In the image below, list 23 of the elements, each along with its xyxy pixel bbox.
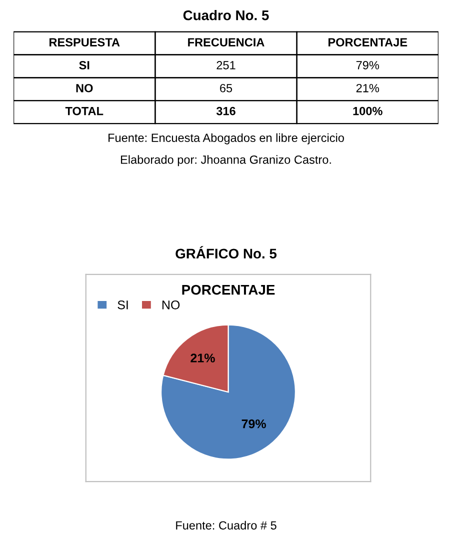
text: 100% (353, 106, 382, 116)
text: 251 (216, 61, 236, 70)
legend-label: NO (162, 300, 180, 310)
legend-label: SI (118, 300, 128, 310)
category-label: PORCENTAJE (328, 38, 408, 46)
text: Elaborado por: Jhoanna Granizo Castro. (120, 155, 331, 166)
text: 65 (220, 84, 232, 92)
chart-subtitle: PORCENTAJE (182, 284, 275, 295)
category-label: FRECUENCIA (188, 38, 264, 46)
source-note: Fuente: Encuesta Abogados en libre ejercicio (108, 133, 344, 144)
pie-slice (160, 324, 296, 460)
source-note: Fuente: Cuadro # 5 (176, 520, 276, 530)
data-label: 79% (242, 419, 266, 428)
text: 21% (356, 84, 380, 92)
text: SI (79, 61, 90, 70)
category-label: RESPUESTA (50, 38, 120, 46)
chart-title: GRÁFICO No. 5 (176, 246, 277, 259)
text: 79% (356, 61, 380, 70)
text: 316 (216, 106, 236, 116)
text: NO (76, 84, 93, 92)
text: Cuadro No. 5 (183, 10, 269, 20)
text: TOTAL (65, 106, 104, 116)
data-label: 21% (190, 354, 215, 362)
